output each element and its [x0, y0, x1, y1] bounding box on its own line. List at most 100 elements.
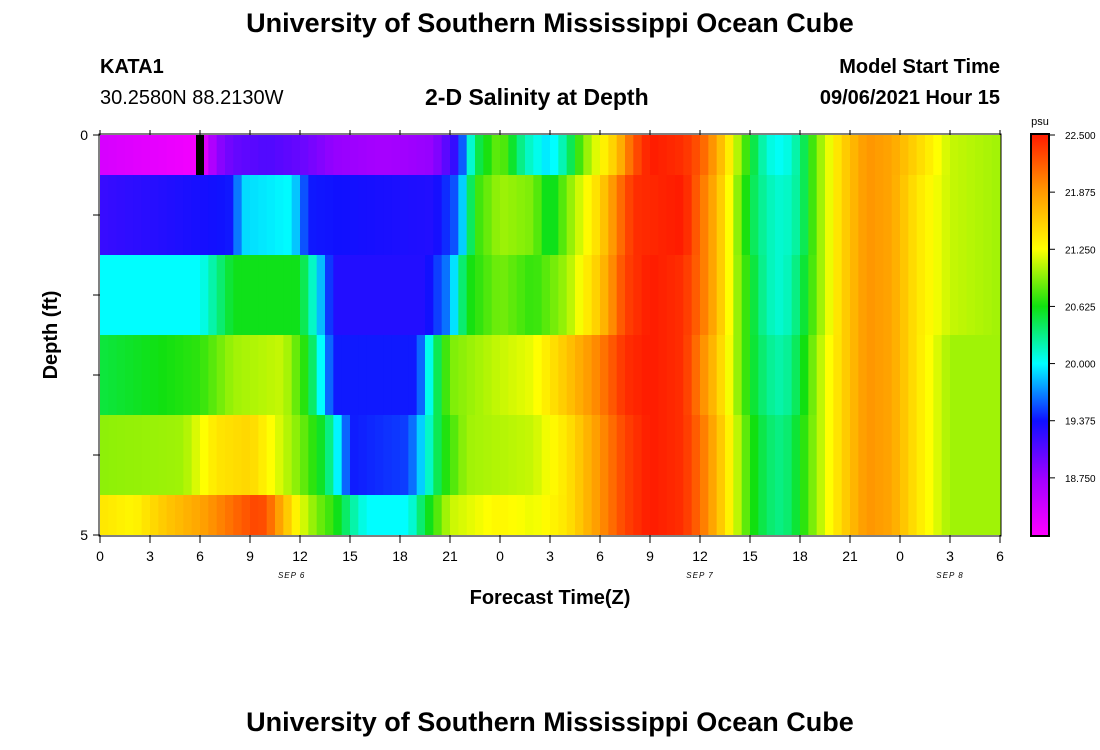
heatmap-cell [966, 135, 976, 175]
heatmap-cell [883, 495, 893, 535]
heatmap-cell [841, 415, 851, 495]
heatmap-cell [908, 135, 918, 175]
heatmap-cell [825, 175, 834, 255]
heatmap-cell [225, 335, 234, 415]
heatmap-cell [916, 175, 926, 255]
heatmap-cell [141, 335, 151, 415]
heatmap-cell [275, 415, 284, 495]
heatmap-cell [100, 175, 109, 255]
heatmap-cell [283, 495, 293, 535]
heatmap-cell [416, 335, 426, 415]
heatmap-cell [208, 175, 218, 255]
heatmap-cell [125, 495, 134, 535]
heatmap-cell [516, 135, 526, 175]
heatmap-cell [641, 255, 651, 335]
heatmap-cell [425, 175, 434, 255]
heatmap-cell [458, 135, 468, 175]
heatmap-cell [866, 415, 876, 495]
heatmap-cell [225, 415, 234, 495]
heatmap-cell [850, 135, 859, 175]
heatmap-cell [925, 335, 934, 415]
heatmap-cell [958, 335, 968, 415]
heatmap-cell [158, 135, 168, 175]
colorbar-tick-label: 19.375 [1065, 417, 1096, 428]
heatmap-cell [325, 415, 334, 495]
heatmap-cell [575, 175, 584, 255]
heatmap-cell [141, 415, 151, 495]
heatmap-cell [908, 415, 918, 495]
heatmap-cell [616, 175, 626, 255]
heatmap-cell [658, 255, 668, 335]
heatmap-cell [700, 415, 709, 495]
heatmap-cell [241, 255, 251, 335]
heatmap-cell [741, 135, 751, 175]
colorbar: psu 22.500 21.875 21.250 20.625 20.000 19.375… [1030, 116, 1096, 537]
heatmap-cell [558, 495, 568, 535]
heatmap-cell [658, 175, 668, 255]
heatmap-cell [141, 135, 151, 175]
heatmap-cell [475, 175, 484, 255]
heatmap-cell [933, 335, 943, 415]
heatmap-cell [125, 255, 134, 335]
heatmap-cell [758, 495, 768, 535]
heatmap-cell [875, 335, 884, 415]
heatmap-cell [258, 335, 268, 415]
heatmap-cell [308, 335, 318, 415]
heatmap-cell [166, 175, 176, 255]
heatmap-cell [366, 495, 376, 535]
heatmap-cell [916, 415, 926, 495]
heatmap-cell [500, 415, 509, 495]
heatmap-cell [608, 335, 618, 415]
heatmap-cell [516, 495, 526, 535]
heatmap-cell [641, 415, 651, 495]
heatmap-cell [175, 335, 184, 415]
heatmap-cell [758, 255, 768, 335]
heatmap-cell [466, 175, 476, 255]
heatmap-cell [408, 135, 418, 175]
heatmap-cell [775, 255, 784, 335]
heatmap-cell [325, 495, 334, 535]
heatmap-cell [233, 415, 243, 495]
heatmap-cell [341, 255, 351, 335]
heatmap-cell [608, 255, 618, 335]
heatmap-cell [166, 135, 176, 175]
heatmap-cell [233, 175, 243, 255]
heatmap-cell [708, 175, 718, 255]
heatmap-cell [516, 255, 526, 335]
heatmap-cell [608, 135, 618, 175]
heatmap-cell [216, 335, 226, 415]
heatmap-cell [683, 255, 693, 335]
heatmap-cell [883, 175, 893, 255]
heatmap-cell [358, 335, 368, 415]
x-tick-label: 15 [342, 548, 358, 564]
heatmap-cell [475, 135, 484, 175]
heatmap-cell [250, 415, 259, 495]
heatmap-cell [208, 255, 218, 335]
heatmap-cell [741, 495, 751, 535]
heatmap-cell [208, 415, 218, 495]
heatmap-cell [216, 175, 226, 255]
heatmap-cell [483, 175, 493, 255]
heatmap-cell [416, 415, 426, 495]
date-label: SEP 8 [936, 571, 963, 580]
colorbar-tick-label: 21.250 [1065, 245, 1096, 256]
heatmap-cell [866, 135, 876, 175]
heatmap-cell [233, 495, 243, 535]
heatmap-cell [200, 415, 209, 495]
heatmap-cell [558, 175, 568, 255]
heatmap-cell [375, 415, 384, 495]
heatmap-cell [125, 335, 134, 415]
heatmap-cell [575, 335, 584, 415]
heatmap-cell [816, 495, 826, 535]
heatmap-cell [916, 495, 926, 535]
heatmap-cell [908, 495, 918, 535]
heatmap-cell [341, 175, 351, 255]
heatmap-cell [750, 175, 759, 255]
y-tick-label: 5 [80, 527, 88, 543]
heatmap-cell [958, 255, 968, 335]
heatmap-cell [441, 415, 451, 495]
heatmap-cell [200, 175, 209, 255]
x-tick-label: 0 [496, 548, 504, 564]
heatmap-cell [125, 135, 134, 175]
heatmap-cell [225, 255, 234, 335]
